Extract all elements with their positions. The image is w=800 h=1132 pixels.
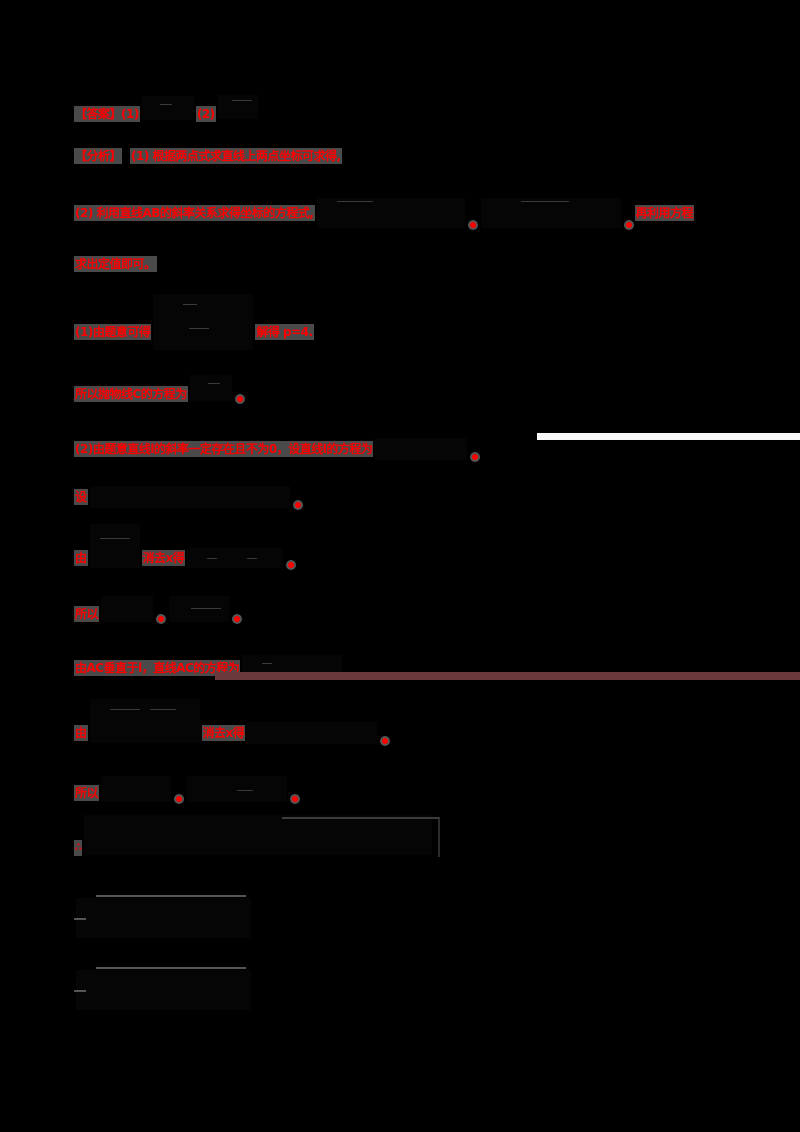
paragraph-text: 所以抛物线C的方程为 <box>74 386 188 402</box>
formula-image <box>76 970 251 1010</box>
formula-image <box>89 699 200 743</box>
comma-mark <box>288 562 295 568</box>
formula-image <box>247 722 378 744</box>
answer-part2-label: (2) <box>195 106 216 122</box>
comma-mark <box>469 222 476 228</box>
paragraph-line <box>74 898 253 938</box>
paragraph-line: 由 消去x得 <box>74 699 391 744</box>
paragraph-line: (2)由题意直线l的斜率一定存在且不为0，设直线l的方程为 <box>74 438 481 460</box>
radical-sign <box>96 895 246 899</box>
horizontal-rule <box>215 672 800 680</box>
paragraph-text: 由AC垂直于l，直线AC的方程为 <box>74 660 241 676</box>
paragraph-line: 由 消去x得 <box>74 524 297 568</box>
analysis-text: (1) 根据两点式求直线上两点坐标可求得, <box>130 148 342 164</box>
analysis-line: 【分析】 (1) 根据两点式求直线上两点坐标可求得, <box>74 148 342 164</box>
formula-image <box>242 655 343 675</box>
formula-image <box>187 776 288 802</box>
paragraph-tail: 再利用方程 <box>634 205 695 221</box>
horizontal-rule <box>537 433 800 440</box>
period-mark <box>292 796 299 802</box>
equals-sign <box>74 990 86 992</box>
paragraph-text: (2)由题意直线l的斜率一定存在且不为0，设直线l的方程为 <box>74 441 374 457</box>
formula-image <box>84 815 433 855</box>
formula-image <box>217 95 258 119</box>
analysis-label: 【分析】 <box>74 148 123 164</box>
period-mark <box>234 616 241 622</box>
radical-sign <box>282 817 440 857</box>
paragraph-line: 所以 <box>74 776 301 802</box>
formula-image <box>89 524 140 568</box>
paragraph-line: 所以抛物线C的方程为 <box>74 375 246 402</box>
answer-label: 【答案】(1) <box>74 106 140 122</box>
formula-image <box>141 96 194 120</box>
formula-image <box>316 198 465 228</box>
paragraph-text: 所以 <box>74 606 100 622</box>
paragraph-line: 由AC垂直于l，直线AC的方程为 <box>74 655 344 676</box>
paragraph-line: (1)由题意可得 解得 p=4. <box>74 294 314 350</box>
paragraph-line: ∴ <box>74 815 434 856</box>
comma-mark <box>294 502 301 508</box>
formula-image <box>187 548 284 568</box>
paragraph-text: 所以 <box>74 785 100 801</box>
paragraph-text: (2) 利用直线AB的斜率关系求得坐标的方程式, <box>74 205 315 221</box>
comma-mark <box>158 616 165 622</box>
radical-sign <box>96 967 246 971</box>
formula-image <box>153 294 254 350</box>
period-mark <box>472 454 479 460</box>
equals-sign <box>74 918 86 920</box>
paragraph-text: 由 <box>74 550 88 566</box>
paragraph-mid: 消去x得 <box>201 725 246 741</box>
paragraph-line <box>74 970 253 1010</box>
paragraph-line: 所以 <box>74 596 243 622</box>
paragraph-text: 求出定值即可。 <box>74 256 157 272</box>
paragraph-line: (2) 利用直线AB的斜率关系求得坐标的方程式, 再利用方程 <box>74 198 695 228</box>
comma-mark <box>176 796 183 802</box>
formula-image <box>89 486 290 508</box>
paragraph-line: 设 <box>74 486 304 508</box>
comma-mark <box>625 222 632 228</box>
paragraph-text: 设 <box>74 489 88 505</box>
answer-line: 【答案】(1) (2) <box>74 95 260 122</box>
paragraph-text: (1)由题意可得 <box>74 324 152 340</box>
formula-image <box>76 898 251 938</box>
therefore-symbol: ∴ <box>74 840 83 856</box>
paragraph-tail: 解得 p=4. <box>255 324 314 340</box>
formula-image <box>480 198 621 228</box>
comma-mark <box>382 738 389 744</box>
paragraph-text: 由 <box>74 725 88 741</box>
formula-image <box>101 776 172 802</box>
formula-image <box>189 375 232 401</box>
formula-image <box>375 438 468 460</box>
paragraph-line: 求出定值即可。 <box>74 256 157 272</box>
formula-image <box>101 596 154 622</box>
period-mark <box>236 396 243 402</box>
formula-image <box>169 596 230 622</box>
paragraph-mid: 消去x得 <box>141 550 186 566</box>
